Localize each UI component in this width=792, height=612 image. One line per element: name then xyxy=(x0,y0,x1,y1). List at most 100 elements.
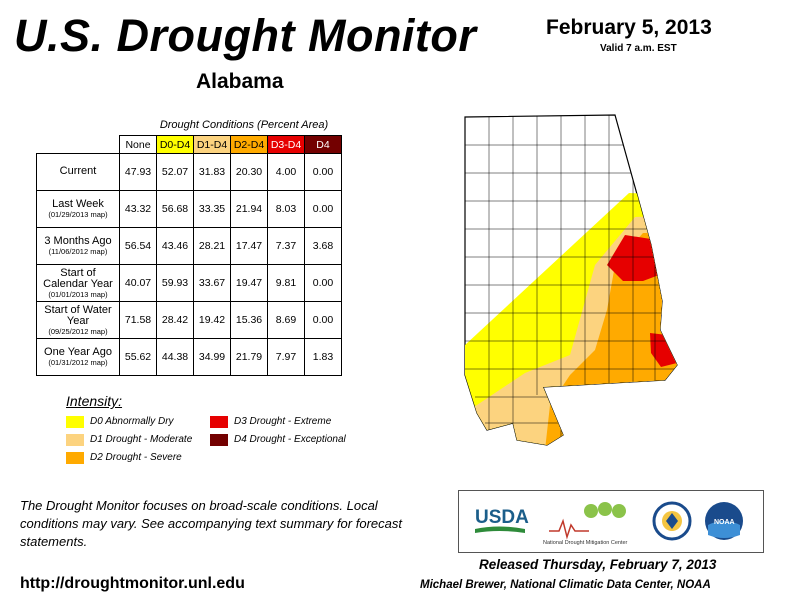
table-cell: 56.68 xyxy=(156,190,194,228)
table-cell: 19.42 xyxy=(193,301,231,339)
table-cell: 9.81 xyxy=(267,264,305,302)
table-cell: 34.99 xyxy=(193,338,231,376)
table-cell: 31.83 xyxy=(193,153,231,191)
doc-seal-logo xyxy=(652,501,692,541)
table-cell: 19.47 xyxy=(230,264,268,302)
noaa-logo: NOAA xyxy=(705,502,743,540)
table-cell: 3.68 xyxy=(304,227,342,265)
table-cell: 28.21 xyxy=(193,227,231,265)
logos-graphic: USDA National Drought Mitigation Center … xyxy=(473,501,743,546)
table-row: Current 47.93 52.07 31.83 20.30 4.00 0.0… xyxy=(36,153,342,191)
table-cell: 7.37 xyxy=(267,227,305,265)
noaa-logo-text: NOAA xyxy=(714,519,735,526)
ndmc-logo: National Drought Mitigation Center xyxy=(543,502,628,546)
release-date: Released Thursday, February 7, 2013 xyxy=(479,557,717,572)
table-cell: 0.00 xyxy=(304,153,342,191)
table-cell: 71.58 xyxy=(119,301,157,339)
row-label: Current xyxy=(36,153,120,191)
col-d2-d4: D2-D4 xyxy=(230,135,268,154)
table-cell: 1.83 xyxy=(304,338,342,376)
col-d4: D4 xyxy=(304,135,342,154)
d3-extreme-drought-area xyxy=(607,235,661,281)
alabama-drought-map xyxy=(464,114,678,446)
table-row: Last Week (01/29/2013 map) 43.32 56.68 33… xyxy=(36,190,342,228)
legend-swatch-d2 xyxy=(66,452,84,464)
table-cell: 55.62 xyxy=(119,338,157,376)
row-label: One Year Ago (01/31/2012 map) xyxy=(36,338,120,376)
legend-swatch-d1 xyxy=(66,434,84,446)
author-credit: Michael Brewer, National Climatic Data C… xyxy=(420,579,711,591)
legend-label-d3: D3 Drought - Extreme xyxy=(234,416,332,427)
table-header-row: None D0-D4 D1-D4 D2-D4 D3-D4 D4 xyxy=(36,135,342,154)
row-sublabel: (11/06/2012 map) xyxy=(48,246,108,256)
row-label-text: Start of Water Year xyxy=(44,303,112,328)
website-url[interactable]: http://droughtmonitor.unl.edu xyxy=(20,575,245,592)
table-cell: 8.03 xyxy=(267,190,305,228)
legend-swatch-d0 xyxy=(66,416,84,428)
legend-swatch-d3 xyxy=(210,416,228,428)
col-none: None xyxy=(119,135,157,154)
row-sublabel: (09/25/2012 map) xyxy=(48,326,108,336)
table-row: 3 Months Ago (11/06/2012 map) 56.54 43.46… xyxy=(36,227,342,265)
table-caption: Drought Conditions (Percent Area) xyxy=(159,119,329,131)
state-name: Alabama xyxy=(196,70,284,93)
col-d1-d4: D1-D4 xyxy=(193,135,231,154)
table-cell: 21.94 xyxy=(230,190,268,228)
legend-label-d0: D0 Abnormally Dry xyxy=(90,416,174,427)
legend-title: Intensity: xyxy=(66,393,123,409)
row-label: Start of Water Year (09/25/2012 map) xyxy=(36,301,120,339)
table-cell: 8.69 xyxy=(267,301,305,339)
table-cell: 40.07 xyxy=(119,264,157,302)
usda-logo: USDA xyxy=(473,503,529,535)
county-lines xyxy=(465,115,677,445)
col-d0-d4: D0-D4 xyxy=(156,135,194,154)
table-cell: 59.93 xyxy=(156,264,194,302)
table-cell: 20.30 xyxy=(230,153,268,191)
row-label-text: 3 Months Ago xyxy=(44,235,112,248)
disclaimer-text: The Drought Monitor focuses on broad-sca… xyxy=(20,498,402,549)
map-date: February 5, 2013 xyxy=(546,16,712,39)
table-cell: 33.67 xyxy=(193,264,231,302)
table-row: Start of Water Year (09/25/2012 map) 71.5… xyxy=(36,301,342,339)
row-label: Start of Calendar Year (01/01/2013 map) xyxy=(36,264,120,302)
table-row: Start of Calendar Year (01/01/2013 map) 4… xyxy=(36,264,342,302)
usda-logo-text: USDA xyxy=(475,507,529,528)
d3-extreme-drought-area-south xyxy=(650,333,677,367)
table-cell: 44.38 xyxy=(156,338,194,376)
row-label-text: Start of Calendar Year xyxy=(43,266,113,291)
table-cell: 7.97 xyxy=(267,338,305,376)
table-cell: 43.32 xyxy=(119,190,157,228)
table-cell: 0.00 xyxy=(304,264,342,302)
table-cell: 17.47 xyxy=(230,227,268,265)
row-label-text: One Year Ago xyxy=(44,346,112,359)
col-d3-d4: D3-D4 xyxy=(267,135,305,154)
table-corner xyxy=(36,135,120,154)
row-sublabel: (01/01/2013 map) xyxy=(48,289,108,299)
legend-label-d1: D1 Drought - Moderate xyxy=(90,434,193,445)
table-cell: 47.93 xyxy=(119,153,157,191)
table-cell: 15.36 xyxy=(230,301,268,339)
table-cell: 56.54 xyxy=(119,227,157,265)
table-cell: 21.79 xyxy=(230,338,268,376)
main-title: U.S. Drought Monitor xyxy=(14,10,477,61)
ndmc-logo-text: National Drought Mitigation Center xyxy=(543,540,628,546)
row-sublabel: (01/31/2012 map) xyxy=(48,357,108,367)
table-cell: 28.42 xyxy=(156,301,194,339)
table-cell: 0.00 xyxy=(304,190,342,228)
valid-time: Valid 7 a.m. EST xyxy=(600,43,677,54)
table-cell: 52.07 xyxy=(156,153,194,191)
table-cell: 4.00 xyxy=(267,153,305,191)
legend-label-d4: D4 Drought - Exceptional xyxy=(234,434,346,445)
row-sublabel: (01/29/2013 map) xyxy=(48,209,108,219)
row-label: Last Week (01/29/2013 map) xyxy=(36,190,120,228)
row-label: 3 Months Ago (11/06/2012 map) xyxy=(36,227,120,265)
partner-logos: USDA National Drought Mitigation Center … xyxy=(458,490,764,553)
table-row: One Year Ago (01/31/2012 map) 55.62 44.38… xyxy=(36,338,342,376)
drought-conditions-table: None D0-D4 D1-D4 D2-D4 D3-D4 D4 Current … xyxy=(36,135,342,376)
table-cell: 43.46 xyxy=(156,227,194,265)
row-label-text: Current xyxy=(59,165,97,178)
legend-swatch-d4 xyxy=(210,434,228,446)
table-cell: 0.00 xyxy=(304,301,342,339)
table-cell: 33.35 xyxy=(193,190,231,228)
legend-label-d2: D2 Drought - Severe xyxy=(90,452,182,463)
